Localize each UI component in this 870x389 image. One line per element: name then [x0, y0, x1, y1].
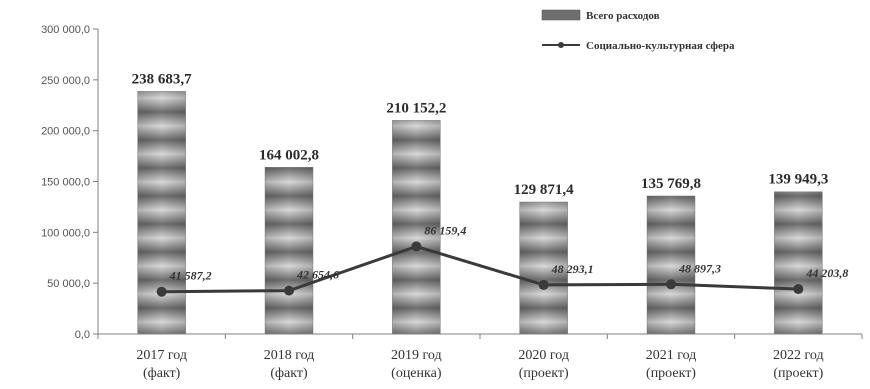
bar-value-label: 139 949,3 — [768, 172, 828, 188]
bar-shade — [647, 195, 695, 334]
bar-shade — [774, 191, 823, 334]
legend-label-line: Социально-культурная сфера — [586, 40, 735, 52]
y-tick-label: 200 000,0 — [41, 126, 90, 138]
bar-value-label: 238 683,7 — [132, 71, 193, 87]
legend-item-bars: Всего расходов — [541, 9, 660, 22]
line-point — [538, 279, 549, 290]
x-tick-label: 2017 год — [136, 348, 187, 363]
legend: Всего расходов Социально-культурная сфер… — [541, 9, 735, 52]
legend-line-marker — [558, 42, 564, 48]
x-tick-label: (факт) — [270, 366, 308, 381]
y-tick-label: 300 000,0 — [41, 24, 90, 36]
line-value-label: 48 897,3 — [678, 261, 721, 275]
y-tick-label: 150 000,0 — [41, 177, 90, 189]
x-tick-label: 2022 год — [773, 348, 824, 363]
bar-shade — [137, 91, 186, 334]
legend-bar-swatch — [541, 9, 581, 21]
bar-value-label: 129 871,4 — [514, 182, 575, 198]
x-axis: 2017 год (факт) 2018 год (факт) 2019 год (оце… — [97, 333, 863, 381]
x-tick-label: 2019 год — [391, 348, 442, 363]
line-value-label: 48 293,1 — [551, 262, 594, 276]
bar-shade — [392, 120, 441, 334]
x-tick-label: (проект) — [646, 366, 696, 381]
y-tick-label: 100 000,0 — [41, 227, 90, 239]
x-tick-label: (факт) — [143, 366, 181, 381]
bar-series: 238 683,7 164 002,8 210 152,2 129 871,4 135 … — [132, 71, 828, 335]
x-tick-label: 2021 год — [646, 348, 697, 363]
bar-value-label: 210 152,2 — [386, 100, 446, 116]
y-tick-label: 250 000,0 — [41, 75, 90, 87]
x-tick-label: (оценка) — [391, 366, 442, 381]
line-point — [793, 284, 804, 295]
bar-shade — [265, 167, 313, 334]
legend-item-line: Социально-культурная сфера — [542, 40, 735, 52]
line-point — [156, 286, 167, 297]
line-point — [411, 241, 422, 252]
legend-label-bars: Всего расходов — [586, 10, 660, 22]
x-tick-label: 2018 год — [264, 348, 315, 363]
x-tick-label: (проект) — [519, 366, 569, 381]
line-series: 41 587,2 42 654,6 86 159,4 48 293,1 48 897,3… — [156, 223, 848, 297]
line-value-label: 86 159,4 — [424, 223, 466, 237]
y-tick-label: 0,0 — [75, 329, 90, 341]
x-tick-label: 2020 год — [518, 348, 569, 363]
line-point — [666, 279, 676, 290]
bar-value-label: 135 769,8 — [641, 176, 701, 192]
line-value-label: 42 654,6 — [296, 268, 339, 282]
y-axis: 0,0 50 000,0 100 000,0 150 000,0 200 000,0 25… — [41, 24, 99, 341]
line-point — [284, 285, 294, 296]
bar-value-label: 164 002,8 — [259, 147, 319, 163]
x-tick-label: (проект) — [773, 366, 823, 381]
line-value-label: 44 203,8 — [805, 266, 848, 280]
bar-shade — [519, 201, 568, 334]
y-tick-label: 50 000,0 — [47, 278, 90, 290]
line-path — [161, 244, 799, 294]
line-value-label: 41 587,2 — [169, 269, 212, 283]
